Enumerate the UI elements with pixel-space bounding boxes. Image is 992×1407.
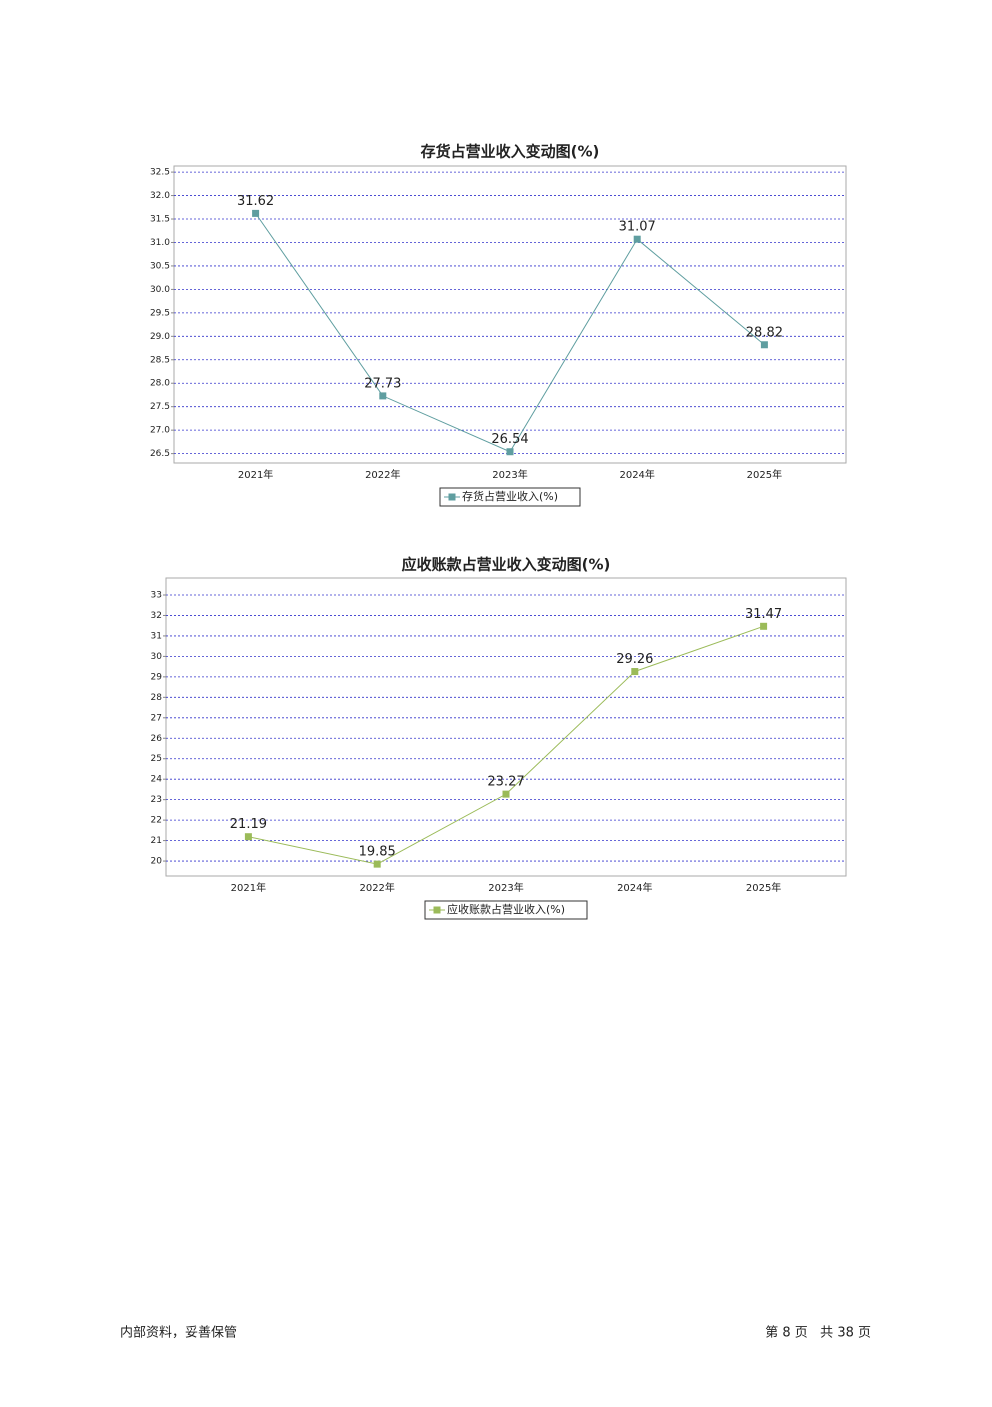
y-tick-label: 31 <box>151 631 162 641</box>
data-label: 31.07 <box>619 220 656 235</box>
y-tick-label: 32 <box>151 611 162 621</box>
legend-label: 应收账款占营业收入(%) <box>447 902 565 916</box>
x-tick-label: 2024年 <box>617 881 652 894</box>
data-label: 28.82 <box>746 325 783 340</box>
x-tick-label: 2022年 <box>365 468 400 481</box>
legend-box <box>424 900 588 920</box>
y-tick-label: 26.5 <box>150 449 170 459</box>
y-tick-label: 32.5 <box>150 168 170 178</box>
y-tick-label: 24 <box>151 775 163 785</box>
y-tick-label: 29.0 <box>150 332 170 342</box>
y-tick-label: 29.5 <box>150 308 170 318</box>
point <box>379 392 387 400</box>
y-tick-label: 28 <box>151 693 163 703</box>
x-tick-label: 2023年 <box>488 881 523 894</box>
y-tick-label: 27.0 <box>150 426 170 436</box>
plot-area <box>165 577 847 877</box>
legend-marker <box>448 493 456 501</box>
data-label: 27.73 <box>364 376 401 391</box>
data-label: 26.54 <box>491 432 528 447</box>
data-label: 29.26 <box>616 652 653 667</box>
point <box>760 341 768 349</box>
y-tick-label: 22 <box>151 816 162 826</box>
footer-right: 第 8 页 共 38 页 <box>765 1326 871 1341</box>
y-tick-label: 30 <box>151 652 163 662</box>
point <box>760 622 768 630</box>
point <box>252 209 260 217</box>
x-tick-label: 2025年 <box>747 468 782 481</box>
data-label: 31.47 <box>745 607 782 622</box>
data-label: 21.19 <box>230 817 267 832</box>
y-tick-label: 32.0 <box>150 191 170 201</box>
legend-marker <box>433 906 441 914</box>
y-tick-label: 29 <box>151 672 163 682</box>
x-tick-label: 2022年 <box>359 881 394 894</box>
y-tick-label: 27 <box>151 713 162 723</box>
data-label: 19.85 <box>359 845 396 860</box>
x-tick-label: 2025年 <box>746 881 781 894</box>
y-tick-label: 26 <box>151 734 163 744</box>
chart-title: 应收账款占营业收入变动图(%) <box>402 556 611 574</box>
y-tick-label: 31.0 <box>150 238 170 248</box>
point <box>502 790 510 798</box>
y-tick-label: 27.5 <box>150 402 170 412</box>
x-tick-label: 2021年 <box>231 881 266 894</box>
y-tick-label: 28.0 <box>150 379 170 389</box>
legend-label: 存货占营业收入(%) <box>462 489 558 503</box>
legend-box <box>439 487 581 507</box>
data-label: 31.62 <box>237 194 274 209</box>
point <box>633 235 641 243</box>
y-tick-label: 28.5 <box>150 355 170 365</box>
plot-area <box>173 165 847 464</box>
y-tick-label: 30.5 <box>150 261 170 271</box>
y-tick-label: 33 <box>151 590 162 600</box>
point <box>244 833 252 841</box>
y-tick-label: 25 <box>151 754 162 764</box>
x-tick-label: 2021年 <box>238 468 273 481</box>
chart-title: 存货占营业收入变动图(%) <box>421 143 600 161</box>
point <box>506 448 514 456</box>
footer-left: 内部资料，妥善保管 <box>120 1325 237 1341</box>
y-tick-label: 31.5 <box>150 215 170 225</box>
x-tick-label: 2023年 <box>492 468 527 481</box>
x-tick-label: 2024年 <box>619 468 654 481</box>
y-tick-label: 20 <box>151 857 163 867</box>
data-label: 23.27 <box>487 775 524 790</box>
point <box>373 860 381 868</box>
y-tick-label: 30.0 <box>150 285 170 295</box>
y-tick-label: 21 <box>151 836 162 846</box>
y-tick-label: 23 <box>151 795 162 805</box>
point <box>631 668 639 676</box>
